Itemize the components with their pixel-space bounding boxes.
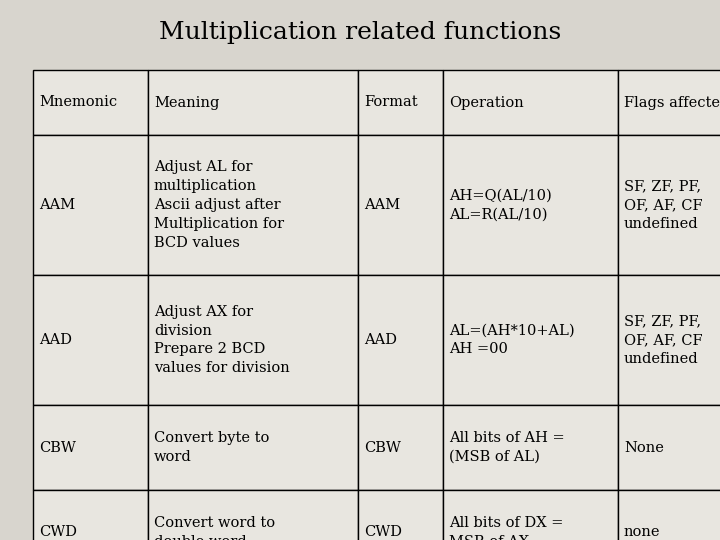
Bar — [358, 490, 443, 540]
Text: Operation: Operation — [449, 96, 523, 110]
Text: none: none — [624, 525, 660, 539]
Bar — [443, 490, 618, 540]
Text: Meaning: Meaning — [154, 96, 220, 110]
Text: SF, ZF, PF,
OF, AF, CF
undefined: SF, ZF, PF, OF, AF, CF undefined — [624, 314, 703, 366]
Bar — [358, 70, 443, 135]
Text: AL=(AH*10+AL)
AH =00: AL=(AH*10+AL) AH =00 — [449, 323, 575, 356]
Text: Convert word to
double word: Convert word to double word — [154, 516, 275, 540]
Text: Convert byte to
word: Convert byte to word — [154, 431, 269, 464]
Bar — [358, 275, 443, 405]
Text: AH=Q(AL/10)
AL=R(AL/10): AH=Q(AL/10) AL=R(AL/10) — [449, 188, 552, 221]
Bar — [443, 275, 618, 405]
Bar — [443, 135, 618, 275]
Bar — [443, 70, 618, 135]
Text: Adjust AX for
division
Prepare 2 BCD
values for division: Adjust AX for division Prepare 2 BCD val… — [154, 305, 289, 375]
Text: AAM: AAM — [364, 198, 400, 212]
Bar — [443, 405, 618, 490]
Text: Flags affected: Flags affected — [624, 96, 720, 110]
Text: All bits of DX =
MSB of AX: All bits of DX = MSB of AX — [449, 516, 563, 540]
Bar — [148, 135, 358, 275]
Text: AAM: AAM — [39, 198, 75, 212]
Text: SF, ZF, PF,
OF, AF, CF
undefined: SF, ZF, PF, OF, AF, CF undefined — [624, 179, 703, 231]
Bar — [148, 275, 358, 405]
Bar — [358, 135, 443, 275]
Bar — [148, 490, 358, 540]
Text: AAD: AAD — [364, 333, 397, 347]
Text: Format: Format — [364, 96, 418, 110]
Bar — [618, 275, 720, 405]
Text: Mnemonic: Mnemonic — [39, 96, 117, 110]
Bar — [148, 70, 358, 135]
Bar — [618, 135, 720, 275]
Text: CWD: CWD — [39, 525, 77, 539]
Text: AAD: AAD — [39, 333, 72, 347]
Bar — [33, 275, 148, 405]
Bar — [33, 490, 148, 540]
Text: CWD: CWD — [364, 525, 402, 539]
Text: None: None — [624, 441, 664, 455]
Bar — [618, 70, 720, 135]
Bar — [33, 70, 148, 135]
Text: CBW: CBW — [364, 441, 401, 455]
Bar — [618, 405, 720, 490]
Text: Adjust AL for
multiplication
Ascii adjust after
Multiplication for
BCD values: Adjust AL for multiplication Ascii adjus… — [154, 160, 284, 250]
Text: Multiplication related functions: Multiplication related functions — [159, 21, 561, 44]
Bar — [148, 405, 358, 490]
Bar — [618, 490, 720, 540]
Text: CBW: CBW — [39, 441, 76, 455]
Bar — [33, 405, 148, 490]
Bar — [33, 135, 148, 275]
Bar — [358, 405, 443, 490]
Text: All bits of AH =
(MSB of AL): All bits of AH = (MSB of AL) — [449, 431, 564, 464]
